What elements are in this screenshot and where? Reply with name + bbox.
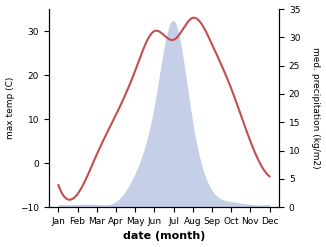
X-axis label: date (month): date (month) bbox=[123, 231, 205, 242]
Y-axis label: med. precipitation (kg/m2): med. precipitation (kg/m2) bbox=[311, 47, 320, 169]
Y-axis label: max temp (C): max temp (C) bbox=[6, 77, 15, 139]
